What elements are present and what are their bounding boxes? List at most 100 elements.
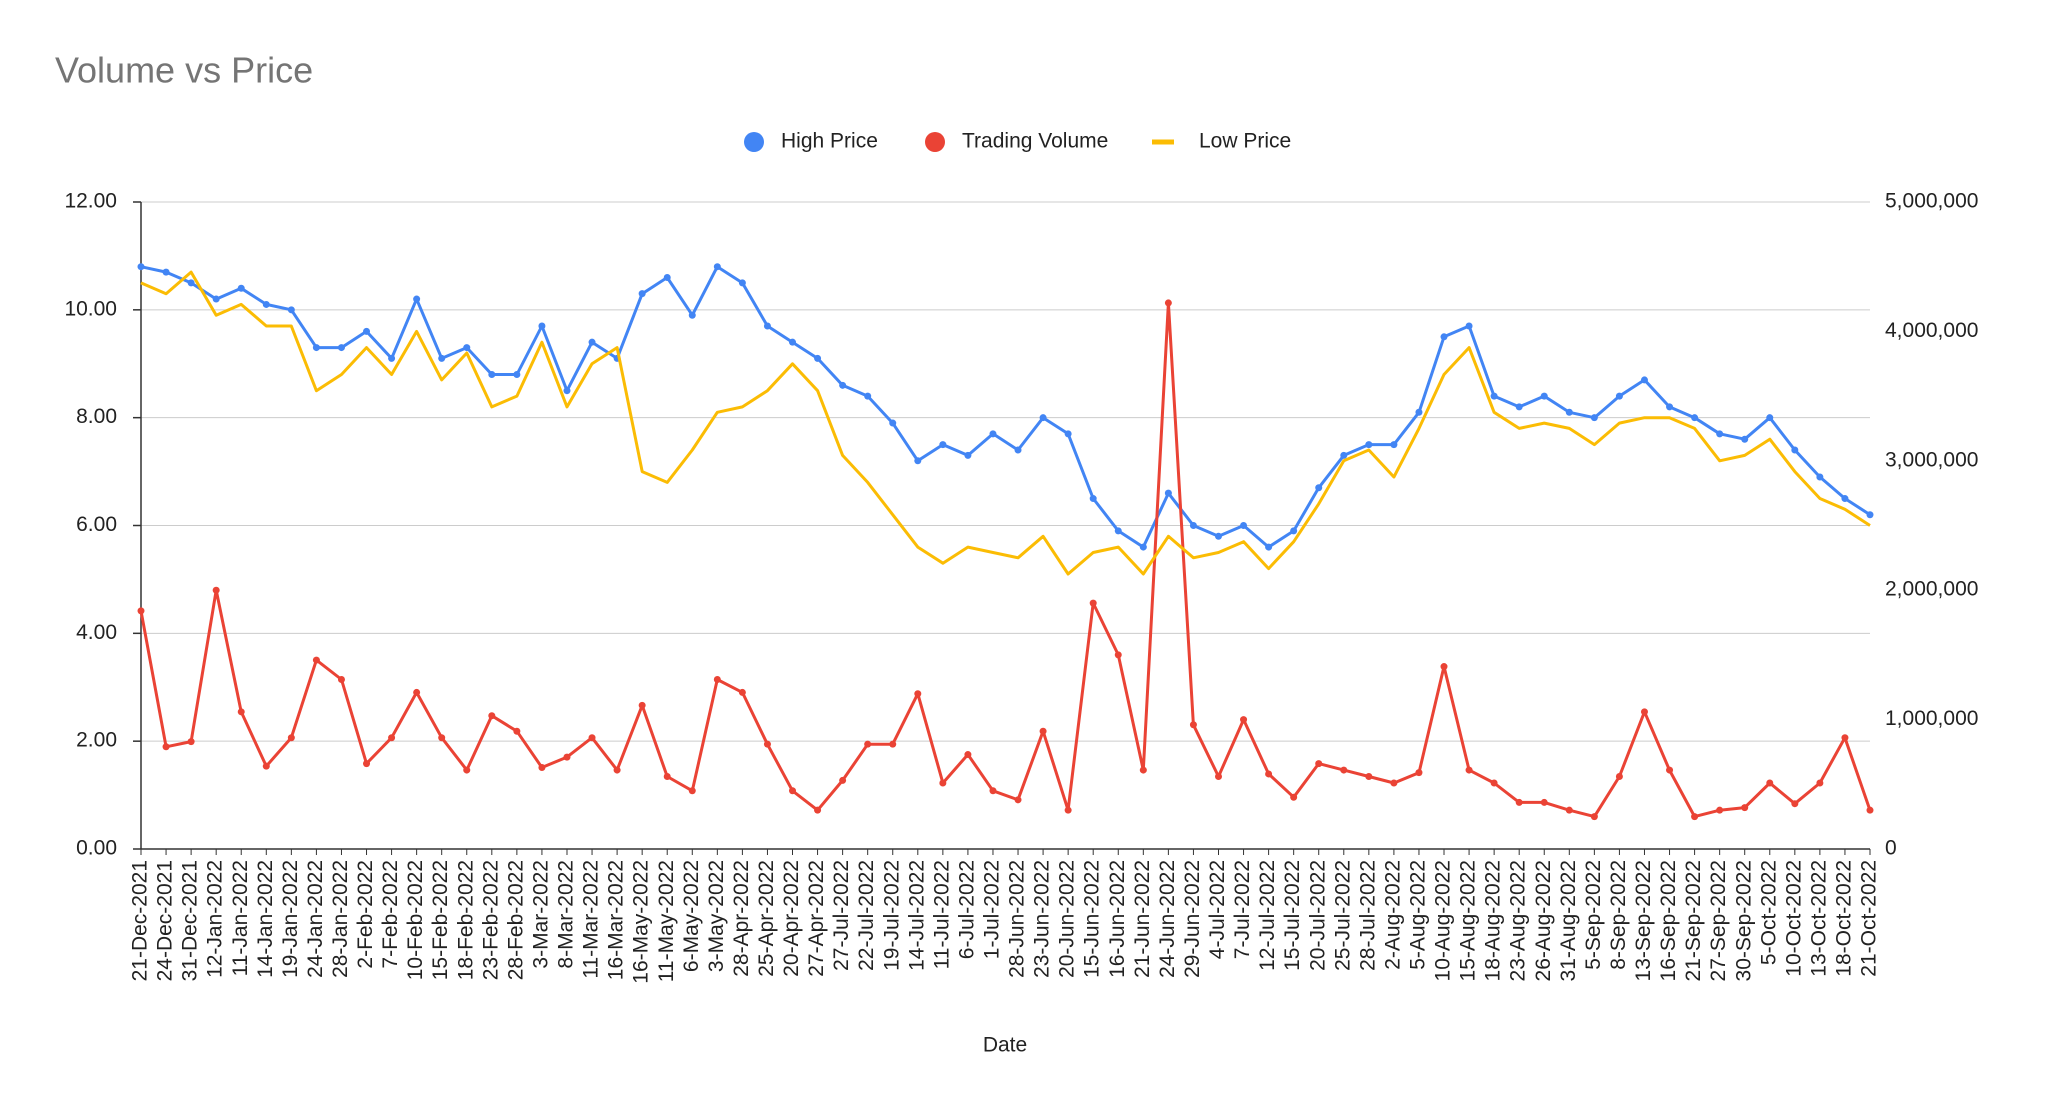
data-point <box>563 387 571 395</box>
data-point <box>162 268 170 276</box>
data-point <box>1415 769 1423 777</box>
data-point <box>1615 773 1623 781</box>
x-tick-label: 23-Feb-2022 <box>479 860 502 980</box>
data-point <box>1365 773 1373 781</box>
data-point <box>1816 473 1824 481</box>
x-tick-label: 30-Sep-2022 <box>1732 860 1755 981</box>
data-point <box>1014 796 1022 804</box>
data-point <box>187 738 195 746</box>
x-tick-label: 21-Oct-2022 <box>1858 860 1881 977</box>
x-tick-label: 19-Jan-2022 <box>279 860 302 978</box>
x-tick-label: 15-Jun-2022 <box>1081 860 1104 978</box>
data-point <box>989 430 997 438</box>
x-axis-label: Date <box>983 1034 1027 1057</box>
x-tick-label: 6-May-2022 <box>680 860 703 972</box>
x-tick-label: 18-Feb-2022 <box>454 860 477 980</box>
data-point <box>1089 495 1097 503</box>
data-point <box>1164 489 1172 497</box>
data-point <box>1164 299 1172 307</box>
data-point <box>1240 716 1248 724</box>
data-point <box>463 344 471 352</box>
data-point <box>1716 806 1724 814</box>
x-tick-label: 15-Aug-2022 <box>1457 860 1480 981</box>
data-point <box>363 327 371 335</box>
x-tick-label: 27-Sep-2022 <box>1707 860 1730 981</box>
x-tick-label: 16-Jun-2022 <box>1106 860 1129 978</box>
data-point <box>939 441 947 449</box>
data-point <box>763 322 771 330</box>
x-tick-label: 19-Jul-2022 <box>880 860 903 971</box>
data-point <box>1741 804 1749 812</box>
series-line <box>140 270 1871 576</box>
data-point <box>588 734 596 742</box>
data-point <box>939 779 947 787</box>
data-point <box>538 763 546 771</box>
x-tick-label: 21-Dec-2021 <box>129 860 152 981</box>
data-point <box>1089 599 1097 607</box>
legend-marker <box>744 132 764 152</box>
x-tick-label: 24-Jun-2022 <box>1156 860 1179 978</box>
x-tick-label: 28-Jul-2022 <box>1356 860 1379 971</box>
y2-tick-label: 0 <box>1885 837 1897 860</box>
data-point <box>1365 441 1373 449</box>
data-point <box>1064 806 1072 814</box>
data-point <box>713 263 721 271</box>
y-tick-label: 2.00 <box>76 729 117 752</box>
legend-label: Trading Volume <box>962 130 1108 153</box>
x-tick-label: 11-Jul-2022 <box>930 860 953 969</box>
x-tick-label: 4-Jul-2022 <box>1206 860 1229 959</box>
x-tick-label: 6-Jul-2022 <box>955 860 978 959</box>
x-tick-label: 8-Mar-2022 <box>555 860 578 969</box>
data-point <box>513 727 521 735</box>
x-tick-label: 11-Jan-2022 <box>229 860 252 976</box>
data-point <box>363 760 371 768</box>
x-tick-label: 13-Sep-2022 <box>1632 860 1655 981</box>
x-tick-label: 26-Aug-2022 <box>1532 860 1555 981</box>
legend-marker <box>925 132 945 152</box>
data-point <box>864 740 872 748</box>
x-tick-label: 21-Jun-2022 <box>1131 860 1154 978</box>
data-point <box>1465 766 1473 774</box>
x-tick-label: 15-Jul-2022 <box>1281 860 1304 971</box>
data-point <box>889 740 897 748</box>
data-point <box>1691 414 1699 422</box>
data-point <box>563 753 571 761</box>
data-point <box>1866 806 1874 814</box>
data-point <box>1540 798 1548 806</box>
data-point <box>1716 430 1724 438</box>
x-tick-label: 16-Sep-2022 <box>1657 860 1680 981</box>
data-point <box>1640 708 1648 716</box>
data-point <box>688 787 696 795</box>
y2-tick-label: 3,000,000 <box>1885 448 1978 471</box>
data-point <box>262 300 270 308</box>
data-point <box>1490 392 1498 400</box>
x-tick-label: 10-Feb-2022 <box>404 860 427 980</box>
data-point <box>688 311 696 319</box>
data-point <box>337 675 345 683</box>
data-point <box>488 712 496 720</box>
data-point <box>1440 663 1448 671</box>
data-point <box>137 263 145 271</box>
data-point <box>738 688 746 696</box>
data-point <box>1465 322 1473 330</box>
data-point <box>438 354 446 362</box>
data-point <box>1064 430 1072 438</box>
x-tick-label: 3-Mar-2022 <box>529 860 552 969</box>
x-tick-label: 14-Jul-2022 <box>905 860 928 971</box>
data-point <box>513 371 521 379</box>
x-tick-label: 16-Mar-2022 <box>605 860 628 980</box>
x-tick-label: 24-Jan-2022 <box>304 860 327 978</box>
data-point <box>1340 766 1348 774</box>
data-point <box>1615 392 1623 400</box>
data-point <box>1515 798 1523 806</box>
data-point <box>964 451 972 459</box>
data-point <box>1691 813 1699 821</box>
y2-tick-label: 5,000,000 <box>1885 190 1978 213</box>
x-tick-label: 22-Jul-2022 <box>855 860 878 971</box>
data-point <box>1214 773 1222 781</box>
data-point <box>388 354 396 362</box>
data-point <box>1114 527 1122 535</box>
x-tick-label: 12-Jan-2022 <box>204 860 227 978</box>
legend-label: High Price <box>781 130 878 153</box>
data-point <box>1290 527 1298 535</box>
